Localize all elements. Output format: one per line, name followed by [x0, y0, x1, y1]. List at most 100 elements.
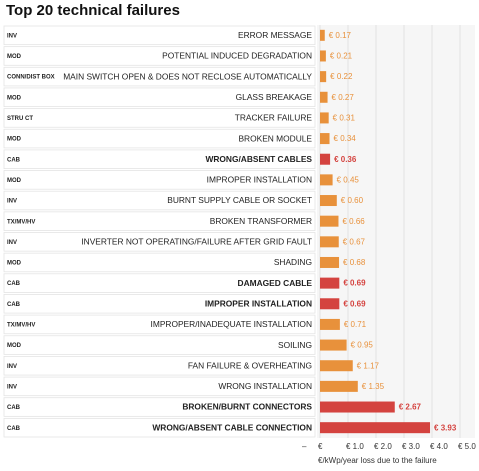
- category-label: WRONG INSTALLATION: [218, 381, 312, 391]
- row: [3, 211, 316, 231]
- value-label: € 1.17: [357, 361, 380, 370]
- row: [3, 397, 316, 417]
- value-label: € 0.17: [329, 31, 352, 40]
- category-code: INV: [7, 240, 17, 246]
- bar: [320, 380, 358, 392]
- category-code: CAB: [7, 157, 21, 163]
- x-tick-label: € 3.0: [402, 442, 420, 451]
- bar: [320, 133, 330, 145]
- bar: [320, 112, 329, 124]
- value-label: € 0.67: [343, 237, 366, 246]
- bar: [320, 153, 331, 165]
- bar: [320, 215, 339, 227]
- row: [3, 149, 316, 169]
- category-code: INV: [7, 364, 17, 370]
- bar: [320, 277, 340, 289]
- x-axis-title: €/kWp/year loss due to the failure: [318, 456, 437, 465]
- category-code: TX/MV/HV: [7, 219, 35, 225]
- x-axis-lead: –: [302, 442, 307, 451]
- x-tick-label: € 2.0: [374, 442, 392, 451]
- category-label: SHADING: [274, 257, 312, 267]
- category-label: BURNT SUPPLY CABLE OR SOCKET: [167, 195, 312, 205]
- row: [3, 25, 316, 46]
- x-tick-label: € 1.0: [346, 442, 364, 451]
- category-code: MOD: [7, 95, 22, 101]
- category-code: INV: [7, 33, 17, 39]
- row: [3, 87, 316, 107]
- value-label: € 0.68: [343, 258, 366, 267]
- value-label: € 2.67: [399, 403, 422, 412]
- bar: [320, 50, 326, 62]
- row: [3, 335, 316, 355]
- bar: [320, 195, 337, 207]
- row: [3, 294, 316, 314]
- category-label: IMPROPER INSTALLATION: [205, 298, 312, 308]
- category-label: ERROR MESSAGE: [238, 30, 312, 40]
- value-label: € 1.35: [362, 382, 385, 391]
- category-label: FAN FAILURE & OVERHEATING: [188, 360, 312, 370]
- category-code: MOD: [7, 137, 22, 143]
- value-label: € 0.36: [334, 155, 357, 164]
- category-label: DAMAGED CABLE: [238, 278, 313, 288]
- category-code: CAB: [7, 281, 21, 287]
- row: [3, 417, 316, 438]
- value-label: € 0.69: [343, 299, 366, 308]
- row: [3, 128, 316, 149]
- bar: [320, 174, 333, 186]
- value-label: € 0.45: [337, 175, 360, 184]
- category-label: WRONG/ABSENT CABLES: [205, 154, 312, 164]
- row: [3, 190, 316, 211]
- value-label: € 0.60: [341, 196, 364, 205]
- category-label: IMPROPER/INADEQUATE INSTALLATION: [151, 319, 312, 329]
- category-code: INV: [7, 199, 17, 205]
- bar: [320, 318, 340, 330]
- row: [3, 170, 316, 190]
- chart-title: Top 20 technical failures: [6, 2, 180, 19]
- x-tick-label: € 5.0: [458, 442, 476, 451]
- category-code: MOD: [7, 178, 22, 184]
- bar: [320, 360, 353, 372]
- category-label: WRONG/ABSENT CABLE CONNECTION: [152, 422, 312, 432]
- bar: [320, 71, 327, 83]
- category-label: POTENTIAL INDUCED DEGRADATION: [162, 51, 312, 61]
- value-label: € 0.22: [330, 72, 353, 81]
- category-label: BROKEN TRANSFORMER: [210, 216, 312, 226]
- row: [3, 273, 316, 293]
- value-label: € 0.34: [334, 134, 357, 143]
- bar: [320, 339, 347, 351]
- row: [3, 376, 316, 397]
- value-label: € 0.95: [351, 341, 374, 350]
- category-label: IMPROPER INSTALLATION: [207, 175, 312, 185]
- plot-area: [317, 25, 475, 438]
- value-label: € 0.31: [333, 114, 356, 123]
- row: [3, 314, 316, 335]
- x-tick-label: € 4.0: [430, 442, 448, 451]
- value-label: € 0.27: [332, 93, 355, 102]
- category-code: MOD: [7, 261, 22, 267]
- bar: [320, 29, 325, 41]
- value-label: € 0.66: [342, 217, 365, 226]
- category-label: GLASS BREAKAGE: [236, 92, 313, 102]
- category-code: STRU CT: [7, 116, 33, 122]
- category-code: CONN/DIST BOX: [7, 75, 55, 81]
- category-code: INV: [7, 384, 17, 390]
- category-code: CAB: [7, 405, 21, 411]
- bar: [320, 256, 340, 268]
- row: [3, 232, 316, 252]
- value-label: € 0.21: [330, 52, 353, 61]
- value-label: € 0.69: [343, 279, 366, 288]
- bar: [320, 236, 339, 248]
- category-code: CAB: [7, 302, 21, 308]
- category-label: BROKEN MODULE: [238, 133, 312, 143]
- category-label: MAIN SWITCH OPEN & DOES NOT RECLOSE AUTO…: [63, 71, 312, 81]
- bar: [320, 422, 431, 434]
- category-code: MOD: [7, 343, 22, 349]
- row: [3, 108, 316, 128]
- row: [3, 46, 316, 66]
- x-tick-label: €: [318, 442, 323, 451]
- category-code: CAB: [7, 426, 21, 432]
- value-label: € 0.71: [344, 320, 367, 329]
- bar: [320, 91, 328, 103]
- category-label: INVERTER NOT OPERATING/FAILURE AFTER GRI…: [81, 237, 312, 247]
- category-label: TRACKER FAILURE: [235, 113, 313, 123]
